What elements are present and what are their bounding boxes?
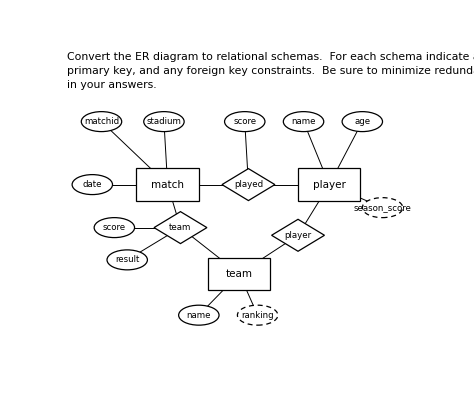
Text: team: team: [169, 223, 191, 232]
Ellipse shape: [144, 112, 184, 132]
Text: match: match: [151, 180, 184, 190]
Text: stadium: stadium: [146, 117, 182, 126]
Ellipse shape: [225, 112, 265, 132]
Text: name: name: [187, 311, 211, 320]
Bar: [137, 168, 199, 201]
Text: player: player: [313, 180, 346, 190]
Ellipse shape: [362, 198, 403, 217]
Text: season_score: season_score: [354, 203, 411, 212]
Ellipse shape: [72, 175, 112, 195]
Text: played: played: [234, 180, 263, 189]
Polygon shape: [272, 219, 325, 251]
Ellipse shape: [342, 112, 383, 132]
Text: date: date: [82, 180, 102, 189]
Text: name: name: [292, 117, 316, 126]
Ellipse shape: [237, 305, 278, 325]
Text: Convert the ER diagram to relational schemas.  For each schema indicate a
primar: Convert the ER diagram to relational sch…: [66, 53, 474, 91]
Bar: [298, 168, 360, 201]
Ellipse shape: [283, 112, 324, 132]
Ellipse shape: [107, 250, 147, 270]
Text: score: score: [103, 223, 126, 232]
Polygon shape: [154, 211, 207, 243]
Text: score: score: [233, 117, 256, 126]
Ellipse shape: [94, 217, 135, 237]
Polygon shape: [222, 169, 275, 201]
Text: team: team: [226, 269, 253, 279]
Text: ranking: ranking: [241, 311, 274, 320]
Text: age: age: [354, 117, 370, 126]
Text: matchid: matchid: [84, 117, 119, 126]
Text: player: player: [284, 231, 311, 240]
Text: result: result: [115, 255, 139, 265]
Bar: [208, 258, 271, 290]
Ellipse shape: [179, 305, 219, 325]
Ellipse shape: [82, 112, 122, 132]
